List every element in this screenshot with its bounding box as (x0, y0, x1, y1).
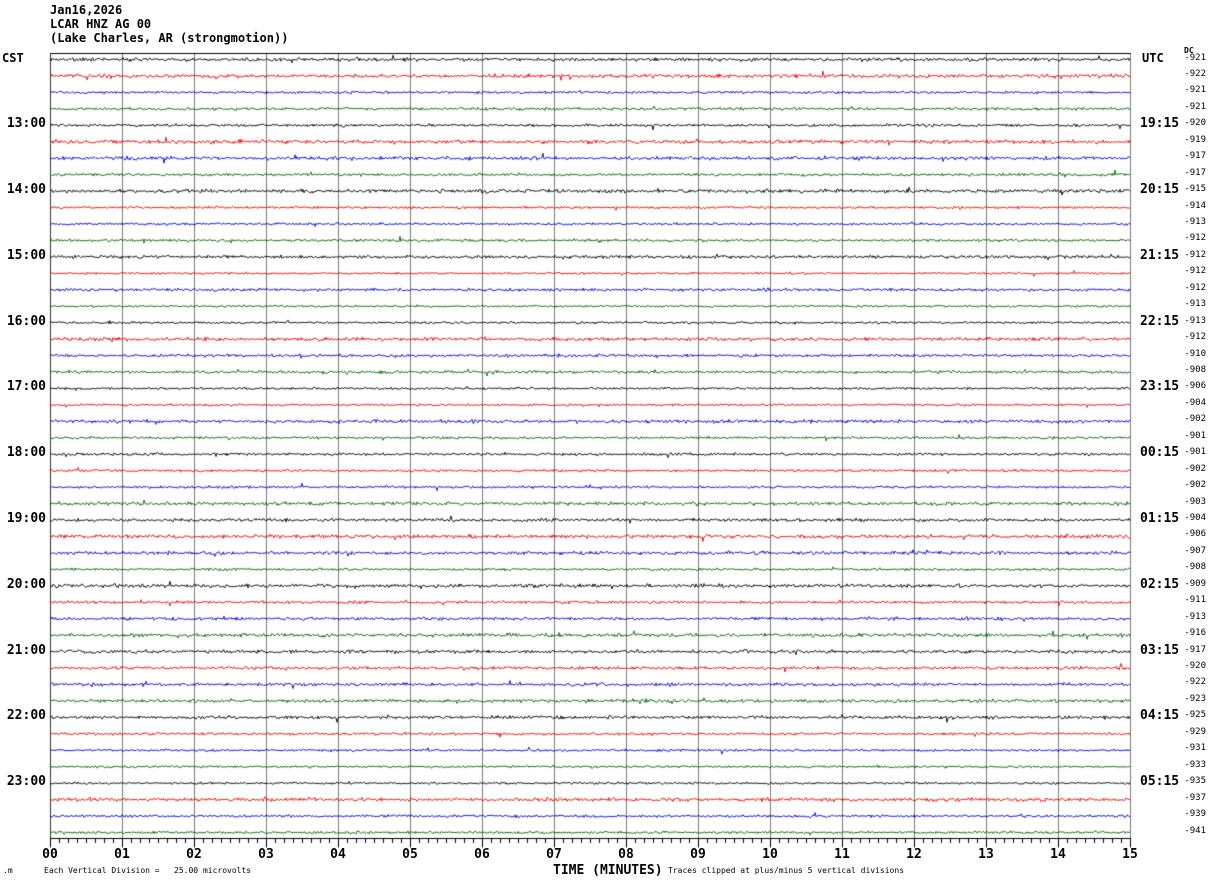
utc-hour-label: 04:15 (1140, 708, 1180, 724)
dc-offset-value: -921 (1184, 52, 1206, 63)
dc-offset-value: -941 (1184, 825, 1206, 836)
dc-offset-value: -912 (1184, 332, 1206, 343)
dc-offset-value: -904 (1184, 513, 1206, 524)
dc-offset-value: -920 (1184, 661, 1206, 672)
dc-offset-value: -912 (1184, 282, 1206, 293)
dc-offset-value: -909 (1184, 578, 1206, 589)
dc-offset-value: -921 (1184, 101, 1206, 112)
utc-hour-label: 02:15 (1140, 576, 1180, 592)
dc-offset-value: -912 (1184, 249, 1206, 260)
dc-offset-value: -906 (1184, 529, 1206, 540)
dc-offset-value: -904 (1184, 397, 1206, 408)
dc-offset-value: -906 (1184, 381, 1206, 392)
cst-hour-label: 15:00 (6, 247, 46, 263)
dc-offset-value: -915 (1184, 184, 1206, 195)
cst-hour-label: 19:00 (6, 511, 46, 527)
utc-hour-label: 20:15 (1140, 182, 1180, 198)
station-location: (Lake Charles, AR (strongmotion)) (50, 31, 289, 45)
dc-column-header: DC (1184, 46, 1194, 55)
dc-offset-value: -912 (1184, 266, 1206, 277)
dc-offset-value: -935 (1184, 776, 1206, 787)
x-tick-label: 01 (114, 847, 130, 862)
dc-offset-value: -913 (1184, 216, 1206, 227)
x-tick-label: 07 (546, 847, 562, 862)
dc-offset-value: -922 (1184, 68, 1206, 79)
dc-offset-value: -902 (1184, 414, 1206, 425)
dc-offset-value: -908 (1184, 562, 1206, 573)
dc-offset-value: -921 (1184, 85, 1206, 96)
plot-date: Jan16,2026 (50, 3, 123, 17)
cst-hour-label: 16:00 (6, 313, 46, 329)
right-timezone-header: UTC (1142, 51, 1164, 65)
station-code: LCAR HNZ AG 00 (50, 17, 152, 31)
left-timezone-header: CST (2, 51, 24, 65)
x-tick-label: 03 (258, 847, 274, 862)
x-tick-label: 11 (834, 847, 850, 862)
dc-offset-value: -913 (1184, 611, 1206, 622)
dc-offset-value: -912 (1184, 233, 1206, 244)
dc-offset-value: -922 (1184, 677, 1206, 688)
dc-offset-value: -939 (1184, 809, 1206, 820)
x-tick-label: 05 (402, 847, 418, 862)
dc-offset-value: -917 (1184, 151, 1206, 162)
scale-note: Each Vertical Division = 25.00 microvolt… (44, 866, 252, 875)
dc-offset-value: -914 (1184, 200, 1206, 211)
dc-offset-value: -901 (1184, 430, 1206, 441)
x-tick-label: 04 (330, 847, 346, 862)
dc-offset-value: -913 (1184, 299, 1206, 310)
cst-hour-label: 14:00 (6, 182, 46, 198)
cst-hour-label: 17:00 (6, 379, 46, 395)
cst-hour-label: 22:00 (6, 708, 46, 724)
dc-offset-value: -902 (1184, 463, 1206, 474)
cst-hour-label: 23:00 (6, 774, 46, 790)
utc-hour-label: 21:15 (1140, 247, 1180, 263)
utc-hour-label: 01:15 (1140, 511, 1180, 527)
dc-offset-value: -907 (1184, 545, 1206, 556)
cst-hour-label: 13:00 (6, 116, 46, 132)
dc-offset-value: -920 (1184, 118, 1206, 129)
utc-hour-label: 05:15 (1140, 774, 1180, 790)
x-tick-label: 02 (186, 847, 202, 862)
x-tick-label: 08 (618, 847, 634, 862)
watermark: .m (3, 866, 13, 875)
cst-hour-label: 20:00 (6, 576, 46, 592)
dc-offset-value: -925 (1184, 710, 1206, 721)
utc-hour-label: 22:15 (1140, 313, 1180, 329)
cst-hour-label: 21:00 (6, 642, 46, 658)
utc-hour-label: 19:15 (1140, 116, 1180, 132)
dc-offset-value: -917 (1184, 644, 1206, 655)
x-tick-label: 13 (978, 847, 994, 862)
utc-hour-label: 03:15 (1140, 642, 1180, 658)
dc-offset-value: -903 (1184, 496, 1206, 507)
x-tick-label: 12 (906, 847, 922, 862)
x-tick-label: 10 (762, 847, 778, 862)
x-tick-label: 09 (690, 847, 706, 862)
dc-offset-value: -933 (1184, 759, 1206, 770)
dc-offset-value: -911 (1184, 595, 1206, 606)
dc-offset-value: -910 (1184, 348, 1206, 359)
dc-offset-value: -908 (1184, 364, 1206, 375)
x-axis-title: TIME (MINUTES) (553, 863, 663, 878)
dc-offset-value: -901 (1184, 447, 1206, 458)
x-tick-label: 00 (42, 847, 58, 862)
dc-offset-value: -919 (1184, 134, 1206, 145)
x-tick-label: 15 (1122, 847, 1138, 862)
dc-offset-value: -916 (1184, 628, 1206, 639)
x-tick-label: 06 (474, 847, 490, 862)
clip-note: Traces clipped at plus/minus 5 vertical … (668, 866, 905, 875)
dc-offset-value: -917 (1184, 167, 1206, 178)
x-tick-label: 14 (1050, 847, 1066, 862)
dc-offset-value: -913 (1184, 315, 1206, 326)
dc-offset-value: -902 (1184, 480, 1206, 491)
cst-hour-label: 18:00 (6, 445, 46, 461)
dc-offset-value: -923 (1184, 693, 1206, 704)
dc-offset-value: -929 (1184, 726, 1206, 737)
dc-offset-value: -937 (1184, 792, 1206, 803)
utc-hour-label: 23:15 (1140, 379, 1180, 395)
utc-hour-label: 00:15 (1140, 445, 1180, 461)
dc-offset-value: -931 (1184, 743, 1206, 754)
